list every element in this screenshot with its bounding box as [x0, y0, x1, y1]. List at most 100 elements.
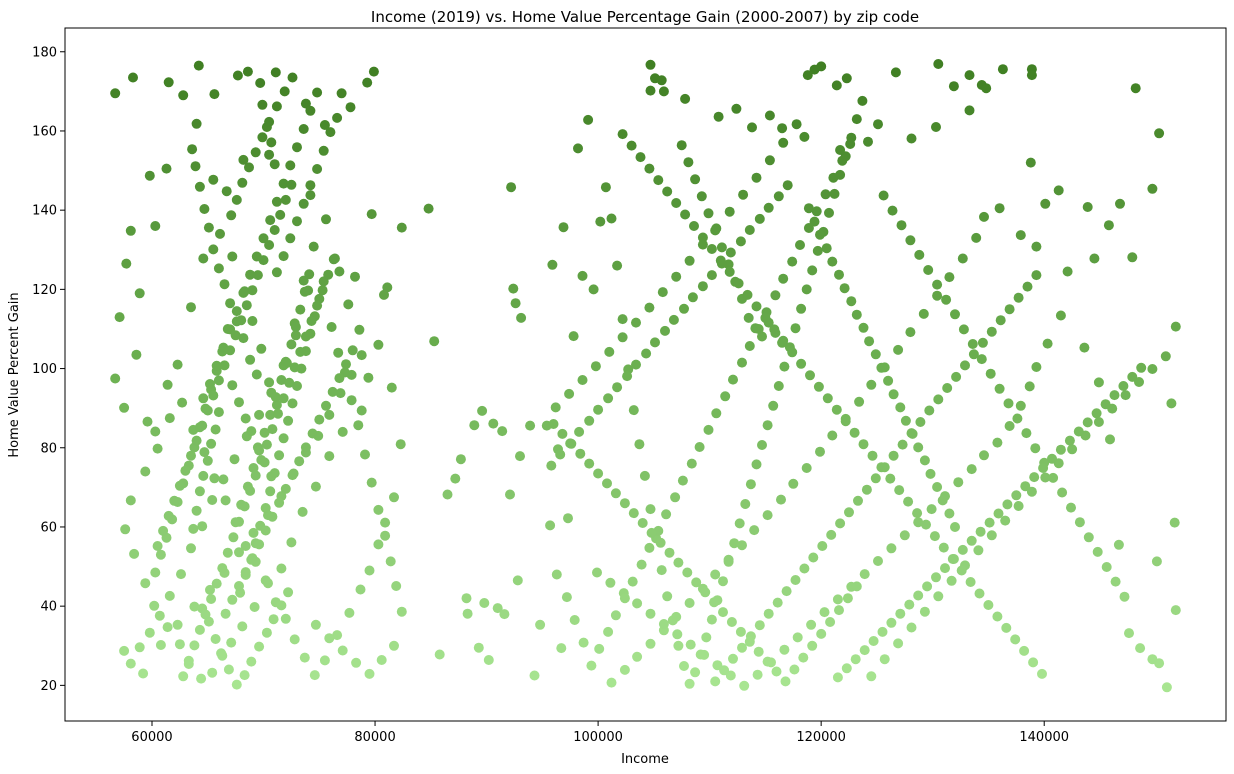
scatter-point	[701, 632, 712, 643]
scatter-point	[1031, 241, 1042, 252]
scatter-point	[155, 549, 166, 560]
scatter-point	[679, 661, 689, 671]
scatter-point	[154, 610, 165, 621]
scatter-point	[820, 189, 831, 200]
scatter-point	[606, 677, 617, 688]
scatter-point	[183, 655, 194, 666]
scatter-point	[780, 676, 791, 687]
scatter-point	[709, 597, 720, 608]
scatter-point	[1127, 371, 1138, 382]
scatter-point	[300, 442, 311, 453]
scatter-point	[234, 547, 244, 558]
x-axis-label: Income	[621, 752, 669, 767]
scatter-point	[248, 527, 259, 538]
scatter-point	[817, 541, 828, 551]
x-tick-label: 120000	[796, 730, 846, 745]
scatter-point	[958, 324, 969, 335]
scatter-point	[300, 331, 311, 342]
scatter-point	[271, 400, 282, 410]
scatter-point	[557, 428, 568, 439]
scatter-point	[703, 208, 714, 219]
y-axis-label: Home Value Percent Gain	[7, 292, 22, 457]
scatter-point	[809, 64, 820, 75]
scatter-point	[944, 508, 955, 519]
scatter-point	[558, 222, 569, 233]
scatter-point	[964, 70, 975, 81]
scatter-point	[870, 349, 881, 360]
scatter-point	[213, 407, 224, 418]
scatter-point	[631, 317, 641, 328]
scatter-point	[497, 426, 508, 437]
scatter-point	[1030, 443, 1041, 454]
scatter-point	[762, 420, 773, 431]
scatter-point	[791, 119, 802, 130]
scatter-point	[802, 70, 813, 81]
scatter-point	[644, 542, 655, 553]
scatter-point	[710, 676, 721, 687]
scatter-point	[337, 426, 348, 437]
scatter-point	[227, 594, 238, 605]
scatter-point	[1127, 252, 1138, 263]
scatter-point	[628, 405, 639, 416]
x-tick-label: 100000	[573, 730, 623, 745]
scatter-point	[323, 269, 334, 280]
scatter-point	[285, 233, 296, 244]
y-tick-label: 180	[32, 45, 57, 60]
scatter-point	[396, 606, 407, 617]
scatter-point	[242, 66, 253, 77]
scatter-point	[286, 537, 297, 548]
scatter-point	[942, 383, 953, 393]
scatter-point	[529, 670, 540, 681]
scatter-point	[232, 70, 243, 81]
scatter-point	[317, 285, 328, 296]
scatter-point	[396, 222, 407, 233]
scatter-point	[241, 300, 252, 311]
scatter-point	[915, 417, 926, 427]
scatter-point	[841, 73, 852, 84]
scatter-point	[364, 668, 375, 679]
scatter-point	[894, 485, 905, 496]
scatter-point	[1147, 183, 1158, 194]
scatter-point	[851, 309, 862, 320]
scatter-point	[737, 357, 747, 368]
scatter-point	[655, 537, 666, 548]
scatter-point	[639, 470, 650, 481]
scatter-point	[194, 624, 205, 635]
scatter-point	[450, 473, 461, 484]
scatter-point	[256, 343, 267, 354]
scatter-point	[337, 645, 348, 656]
scatter-point	[360, 449, 370, 460]
scatter-point	[1015, 400, 1026, 411]
scatter-point	[376, 655, 387, 665]
scatter-point	[747, 122, 757, 133]
scatter-point	[488, 418, 499, 429]
scatter-point	[866, 379, 877, 390]
scatter-point	[207, 667, 218, 678]
scatter-point	[1135, 643, 1146, 654]
scatter-point	[300, 98, 311, 109]
scatter-point	[473, 642, 484, 653]
scatter-point	[844, 507, 854, 518]
scatter-point	[174, 639, 185, 650]
scatter-point	[593, 404, 604, 415]
scatter-point	[858, 439, 869, 450]
scatter-point	[763, 202, 774, 213]
scatter-point	[1119, 591, 1130, 602]
scatter-point	[699, 649, 710, 660]
scatter-point	[918, 308, 929, 319]
scatter-point	[305, 105, 316, 116]
scatter-point	[879, 462, 890, 473]
scatter-point	[868, 636, 879, 646]
scatter-point	[1021, 428, 1032, 439]
scatter-point	[1083, 532, 1094, 543]
scatter-point	[134, 288, 145, 299]
scatter-point	[886, 617, 897, 628]
scatter-point	[169, 495, 180, 506]
scatter-point	[671, 198, 682, 208]
scatter-point	[227, 380, 238, 391]
scatter-point	[929, 531, 940, 542]
scatter-point	[742, 289, 753, 300]
scatter-point	[334, 266, 345, 277]
scatter-point	[389, 492, 399, 503]
scatter-point	[251, 369, 262, 380]
